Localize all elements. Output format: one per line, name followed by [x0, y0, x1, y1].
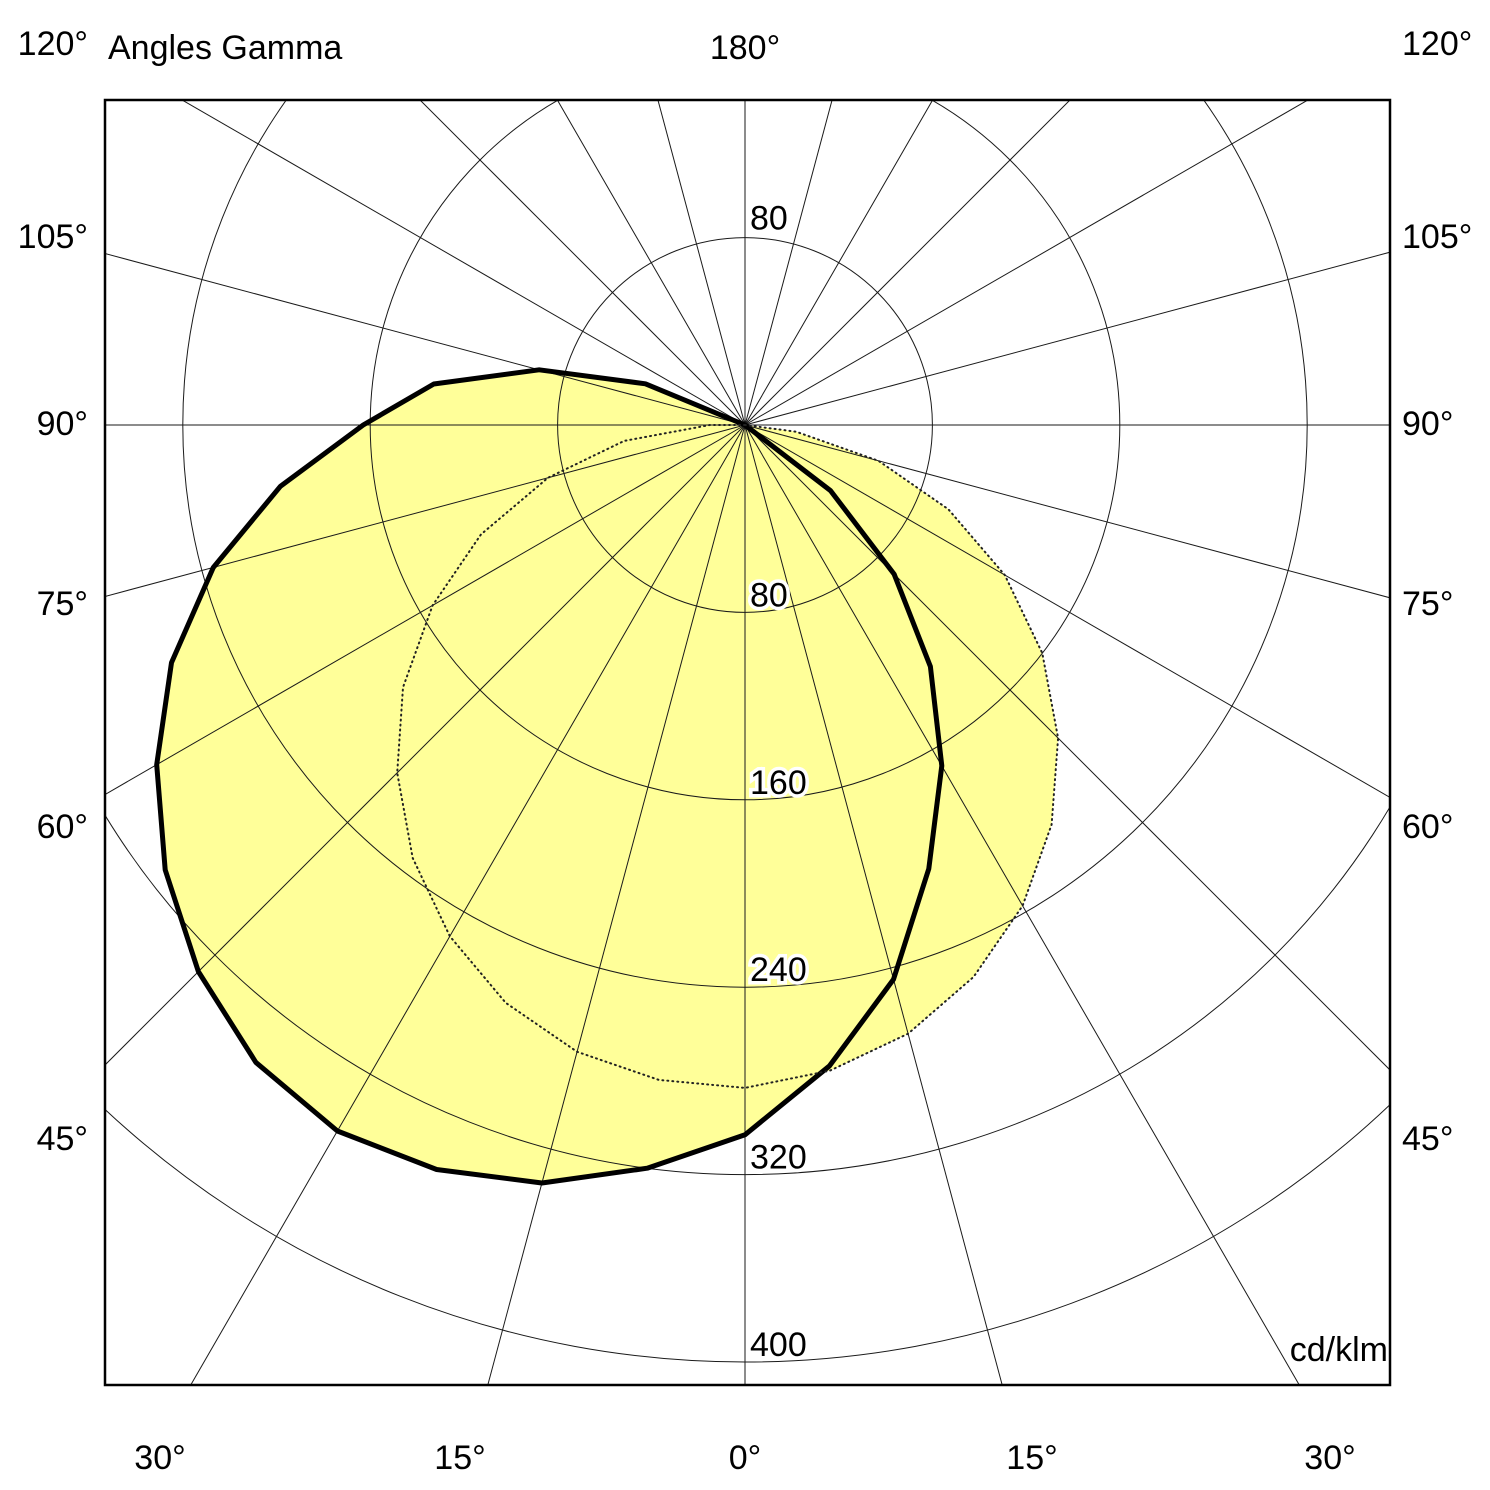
curves-layer [154, 367, 1060, 1186]
gamma-grid-line-135 [419, 100, 746, 426]
plot-border [103, 98, 1392, 1387]
gamma-label-left-75: 75° [36, 585, 88, 623]
gamma-grid-line-330 [744, 424, 1300, 1385]
radial-tick-label-240: 240 [750, 951, 807, 989]
unit-label: cd/klm [1289, 1331, 1388, 1369]
gamma-label-left-60: 60° [36, 808, 88, 846]
gamma-grid-line-120 [181, 100, 746, 426]
gamma-label-bottom-3-15: 15° [1006, 1439, 1058, 1477]
gamma-grid-line-15 [487, 424, 746, 1385]
gamma-grid-line-45 [105, 424, 746, 1066]
gamma-label-left-90: 90° [36, 405, 88, 443]
intensity-curve-solid [154, 367, 945, 1186]
gamma-label-bottom-0-30: 30° [134, 1439, 186, 1477]
gamma-label-left-105: 105° [17, 218, 88, 256]
gamma-label-right-120: 120° [1402, 25, 1473, 63]
radial-tick-label-400: 400 [750, 1326, 807, 1364]
gamma-grid-line-30 [190, 424, 746, 1385]
gamma-label-bottom-4-30: 30° [1304, 1439, 1356, 1477]
gamma-label-left-45: 45° [36, 1120, 88, 1158]
gamma-grid-line-240 [744, 100, 1309, 426]
gamma-label-right-45: 45° [1402, 1120, 1454, 1158]
gamma-grid-line-225 [744, 100, 1071, 426]
radial-tick-label-80: 80 [750, 576, 788, 614]
radial-tick-label-top-80: 80 [750, 200, 788, 238]
radial-tick-label-320: 320 [750, 1139, 807, 1177]
gamma-grid-line-315 [744, 424, 1390, 1071]
gamma-label-right-90: 90° [1402, 405, 1454, 443]
gamma-label-bottom-2-0: 0° [728, 1439, 762, 1477]
gamma-grid-line-105 [105, 253, 746, 426]
radial-tick-label-160: 160 [750, 764, 807, 802]
gamma-grid-line-285 [744, 424, 1390, 599]
gamma-grid-line-255 [744, 251, 1390, 426]
gamma-grid-line-210 [744, 100, 934, 426]
intensity-curve-dotted [396, 424, 1060, 1089]
chart-title: Angles Gamma [108, 29, 343, 67]
beam-fill-dotted [397, 425, 1059, 1088]
gamma-label-top-180: 180° [709, 29, 781, 67]
gamma-label-right-75: 75° [1402, 585, 1454, 623]
gamma-grid-line-165 [657, 100, 746, 426]
gamma-label-right-60: 60° [1402, 808, 1454, 846]
gamma-grid-line-75 [105, 424, 746, 597]
gamma-label-right-105: 105° [1402, 218, 1473, 256]
gamma-grid-line-60 [105, 424, 746, 796]
gamma-grid-line-300 [744, 424, 1390, 798]
gamma-grid-line-345 [744, 424, 1003, 1385]
beam-fill-layer [156, 369, 1059, 1183]
gamma-label-bottom-1-15: 15° [434, 1439, 486, 1477]
gamma-label-left-120: 120° [17, 25, 88, 63]
gamma-grid-line-150 [556, 100, 746, 426]
gamma-grid-line-195 [744, 100, 833, 426]
